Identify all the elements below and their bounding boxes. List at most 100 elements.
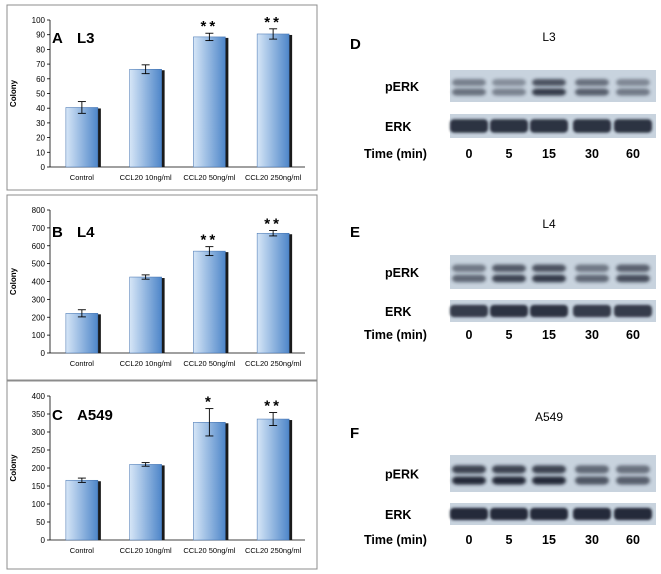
panel-letter: A bbox=[52, 30, 63, 47]
y-tick-label: 800 bbox=[32, 206, 46, 215]
significance-marker: ** bbox=[264, 216, 282, 233]
perk-band-upper bbox=[575, 465, 609, 474]
perk-band-lower bbox=[492, 274, 526, 283]
erk-label: ERK bbox=[385, 120, 411, 134]
erk-band bbox=[573, 507, 611, 521]
panel-letter: F bbox=[350, 425, 359, 442]
erk-band bbox=[490, 119, 528, 133]
blot-title: L4 bbox=[542, 217, 556, 231]
chart-title: L3 bbox=[77, 30, 95, 47]
y-tick-label: 10 bbox=[36, 148, 45, 157]
y-tick-label: 50 bbox=[36, 90, 45, 99]
erk-band bbox=[530, 304, 568, 318]
erk-band bbox=[450, 507, 488, 521]
perk-band-upper bbox=[616, 465, 650, 474]
panel-letter: B bbox=[52, 224, 63, 241]
time-point-label: 0 bbox=[466, 147, 473, 161]
y-tick-label: 350 bbox=[32, 410, 46, 419]
time-point-label: 0 bbox=[466, 328, 473, 342]
perk-band-lower bbox=[616, 476, 650, 485]
time-point-label: 5 bbox=[506, 533, 513, 547]
significance-marker: ** bbox=[264, 398, 282, 415]
category-label: Control bbox=[70, 359, 95, 368]
time-point-label: 30 bbox=[585, 147, 599, 161]
time-point-label: 5 bbox=[506, 147, 513, 161]
blot-panel-f: F A549 pERK ERK Time (min) 0 5 15 30 60 bbox=[350, 410, 656, 547]
perk-band-lower bbox=[575, 274, 609, 283]
erk-band bbox=[614, 119, 652, 133]
time-point-label: 0 bbox=[466, 533, 473, 547]
y-tick-label: 300 bbox=[32, 428, 46, 437]
category-label: Control bbox=[70, 173, 95, 182]
perk-band-lower bbox=[452, 274, 486, 283]
y-tick-label: 70 bbox=[36, 60, 45, 69]
perk-label: pERK bbox=[385, 266, 419, 280]
perk-band-lower bbox=[575, 88, 609, 96]
erk-band bbox=[450, 304, 488, 318]
y-tick-label: 100 bbox=[32, 500, 46, 509]
y-tick-label: 700 bbox=[32, 224, 46, 233]
blot-title: A549 bbox=[535, 410, 563, 424]
perk-band-lower bbox=[532, 88, 566, 96]
time-point-label: 60 bbox=[626, 533, 640, 547]
time-point-label: 30 bbox=[585, 328, 599, 342]
significance-marker: ** bbox=[201, 18, 219, 35]
erk-band bbox=[530, 119, 568, 133]
perk-band-lower bbox=[452, 88, 486, 96]
y-tick-label: 0 bbox=[41, 536, 46, 545]
bar bbox=[129, 464, 162, 541]
panel-letter: E bbox=[350, 224, 360, 241]
perk-label: pERK bbox=[385, 80, 419, 94]
erk-label: ERK bbox=[385, 305, 411, 319]
y-tick-label: 30 bbox=[36, 119, 45, 128]
bar bbox=[193, 422, 226, 541]
y-axis-label: Colony bbox=[9, 267, 18, 295]
y-tick-label: 500 bbox=[32, 260, 46, 269]
time-point-label: 15 bbox=[542, 147, 556, 161]
time-point-label: 30 bbox=[585, 533, 599, 547]
perk-band-upper bbox=[492, 264, 526, 272]
perk-band-upper bbox=[492, 78, 526, 86]
y-tick-label: 200 bbox=[32, 464, 46, 473]
category-label: CCL20 250ng/ml bbox=[245, 359, 302, 368]
category-label: CCL20 10ng/ml bbox=[120, 359, 172, 368]
perk-band-upper bbox=[532, 78, 566, 86]
time-point-label: 5 bbox=[506, 328, 513, 342]
perk-band-upper bbox=[452, 264, 486, 272]
erk-band bbox=[573, 304, 611, 318]
time-point-label: 15 bbox=[542, 533, 556, 547]
erk-band bbox=[490, 304, 528, 318]
erk-band bbox=[614, 304, 652, 318]
bar bbox=[65, 107, 99, 168]
category-label: CCL20 50ng/ml bbox=[183, 359, 235, 368]
significance-marker: * bbox=[205, 394, 214, 411]
y-tick-label: 80 bbox=[36, 45, 45, 54]
y-tick-label: 60 bbox=[36, 75, 45, 84]
perk-band-lower bbox=[532, 274, 566, 283]
y-tick-label: 400 bbox=[32, 392, 46, 401]
y-tick-label: 100 bbox=[32, 331, 46, 340]
bar bbox=[256, 418, 290, 541]
bar bbox=[193, 250, 226, 354]
panel-letter: D bbox=[350, 36, 361, 53]
time-point-label: 60 bbox=[626, 147, 640, 161]
chart-panel-b: 0 100 200 300 400 500 600 700 800 Colony B L4 Contro… bbox=[6, 194, 318, 381]
bar bbox=[65, 313, 99, 354]
y-tick-label: 300 bbox=[32, 295, 46, 304]
time-axis-label: Time (min) bbox=[364, 533, 427, 547]
perk-label: pERK bbox=[385, 468, 419, 482]
y-tick-label: 200 bbox=[32, 313, 46, 322]
perk-band-lower bbox=[492, 476, 526, 485]
significance-marker: ** bbox=[201, 232, 219, 249]
bar bbox=[129, 68, 162, 168]
perk-band-lower bbox=[616, 88, 650, 96]
y-tick-label: 40 bbox=[36, 104, 45, 113]
chart-title: A549 bbox=[77, 407, 113, 424]
bar bbox=[193, 36, 226, 168]
perk-band-upper bbox=[575, 78, 609, 86]
category-label: Control bbox=[70, 546, 95, 555]
y-tick-label: 0 bbox=[41, 349, 46, 358]
bar bbox=[256, 232, 290, 354]
y-tick-label: 400 bbox=[32, 278, 46, 287]
perk-band-upper bbox=[616, 264, 650, 272]
